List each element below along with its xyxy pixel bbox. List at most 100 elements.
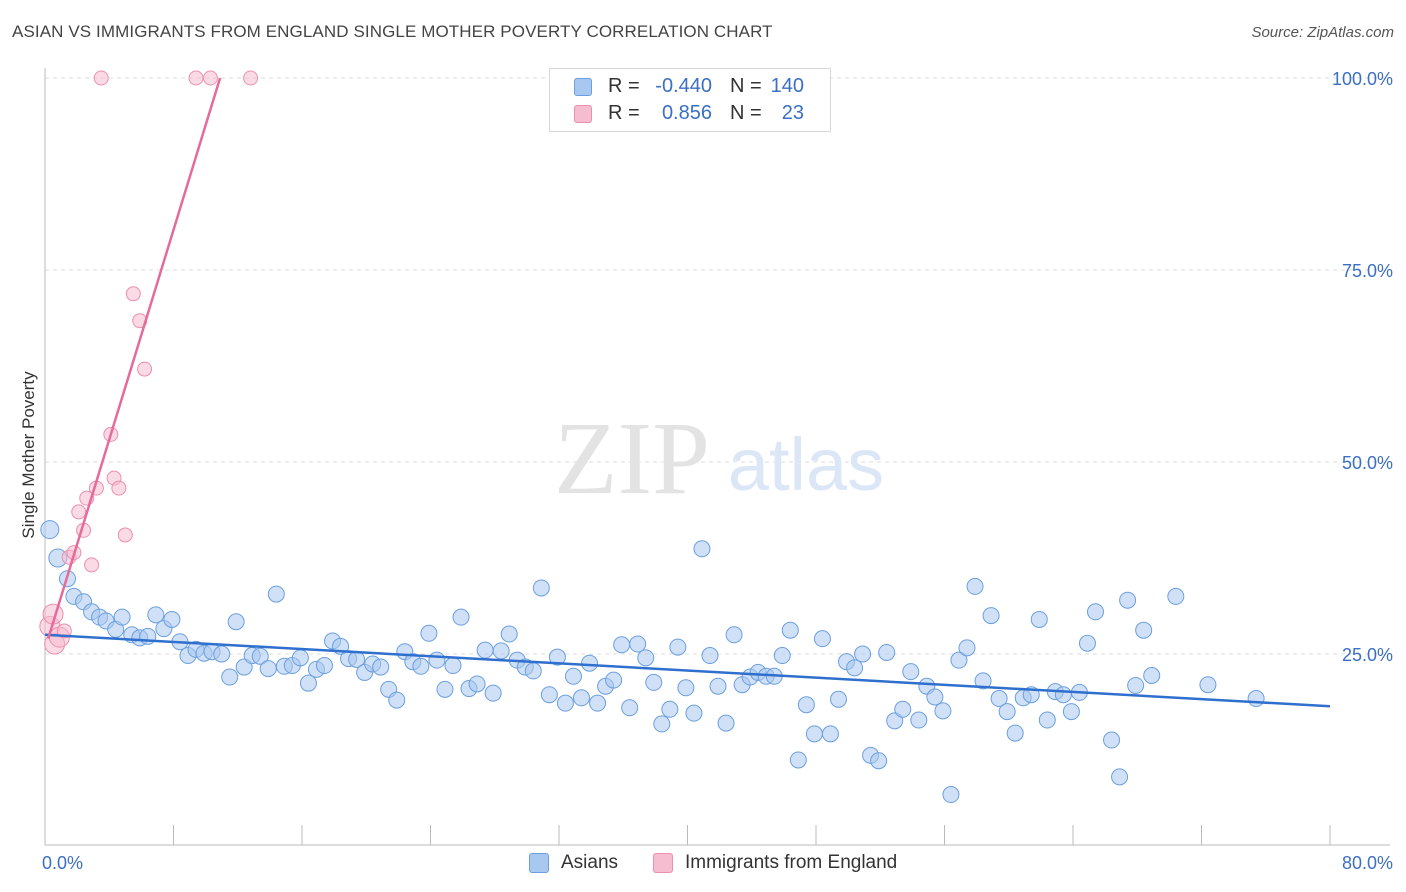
asians-point — [524, 662, 542, 680]
england-point — [125, 286, 141, 302]
asians-point — [789, 751, 807, 769]
england-swatch — [574, 105, 592, 123]
tick-labels: 25.0% 50.0% 75.0% 100.0% 0.0% 80.0% — [42, 69, 1393, 873]
asians-points — [40, 520, 1265, 804]
asians-point — [709, 677, 727, 695]
asians-point — [1103, 731, 1121, 749]
asians-point — [717, 714, 735, 732]
asians-point — [693, 540, 711, 558]
legend-row-asians: R = -0.440 N = 140 — [550, 75, 830, 101]
asians-point — [797, 696, 815, 714]
legend-row-england: R = 0.856 N = 23 — [550, 102, 830, 128]
r-value: 0.856 — [661, 102, 712, 124]
asians-point — [878, 643, 896, 661]
asians-point — [267, 585, 285, 603]
asians-point — [958, 639, 976, 657]
asians-point — [805, 725, 823, 743]
asians-point — [452, 608, 470, 626]
asians-point — [428, 651, 446, 669]
asians-point — [1006, 724, 1024, 742]
asians-point — [605, 671, 623, 689]
asians-point — [669, 638, 687, 656]
x-tick-label: 80.0% — [1342, 853, 1393, 873]
asians-point — [854, 645, 872, 663]
n-value: 23 — [781, 102, 804, 124]
asians-point — [444, 657, 462, 675]
asians-point — [1199, 676, 1217, 694]
asians-point — [813, 630, 831, 648]
asians-point — [388, 691, 406, 709]
asians-point — [1247, 690, 1265, 708]
asians-point — [556, 694, 574, 712]
y-tick-label: 25.0% — [1342, 645, 1393, 665]
asians-point — [685, 704, 703, 722]
england-points — [39, 70, 259, 655]
asians-point — [637, 649, 655, 667]
asians-legend-label: Asians — [561, 852, 619, 873]
asians-point — [372, 658, 390, 676]
asians-point — [589, 694, 607, 712]
asians-point — [436, 680, 454, 698]
asians-point — [213, 645, 231, 663]
asians-point — [299, 674, 317, 692]
asians-point — [645, 673, 663, 691]
r-value: -0.440 — [655, 75, 712, 97]
asians-point — [1127, 676, 1145, 694]
asians-point — [829, 690, 847, 708]
y-tick-label: 75.0% — [1342, 261, 1393, 281]
asians-point — [163, 610, 181, 628]
x-tick-label: 0.0% — [42, 853, 83, 873]
england-point — [84, 557, 100, 573]
asians-point — [926, 688, 944, 706]
axes — [44, 68, 1390, 846]
asians-point — [412, 657, 430, 675]
asians-point — [420, 624, 438, 642]
asians-point — [540, 686, 558, 704]
england-point — [188, 70, 204, 86]
asians-point — [572, 689, 590, 707]
n-label: N = — [730, 75, 762, 97]
y-tick-label: 100.0% — [1332, 69, 1393, 89]
asians-point — [846, 659, 864, 677]
source-credit: Source: ZipAtlas.com — [1251, 24, 1394, 41]
asians-point — [1143, 667, 1161, 685]
england-point — [93, 70, 109, 86]
asians-point — [1119, 591, 1137, 609]
watermark-atlas: atlas — [728, 423, 884, 506]
asians-point — [966, 577, 984, 595]
england-point — [111, 480, 127, 496]
asians-point — [492, 642, 510, 660]
asians-point — [942, 786, 960, 804]
r-label: R = — [608, 75, 640, 97]
asians-point — [1086, 603, 1104, 621]
england-point — [71, 504, 87, 520]
asians-point — [701, 647, 719, 665]
asians-point — [40, 520, 60, 540]
asians-point — [113, 608, 131, 626]
asians-point — [1078, 634, 1096, 652]
asians-point — [1030, 610, 1048, 628]
asians-legend-swatch — [529, 853, 549, 873]
watermark-zip: ZIP — [554, 401, 710, 516]
asians-point — [629, 635, 647, 653]
correlation-legend: R = -0.440 N = 140 R = 0.856 N = 23 — [549, 68, 831, 132]
asians-point — [934, 702, 952, 720]
n-value: 140 — [770, 75, 804, 97]
england-legend-swatch — [653, 853, 673, 873]
y-axis-label: Single Mother Poverty — [19, 371, 38, 539]
asians-point — [621, 699, 639, 717]
asians-point — [661, 700, 679, 718]
asians-point — [910, 711, 928, 729]
asians-point — [886, 712, 904, 730]
asians-point — [581, 654, 599, 672]
asians-point — [500, 625, 518, 643]
asians-point — [1111, 768, 1129, 786]
asians-point — [291, 649, 309, 667]
asians-point — [468, 675, 486, 693]
asians-point — [251, 647, 269, 665]
watermark: ZIP atlas — [554, 401, 884, 516]
asians-point — [998, 703, 1016, 721]
england-point — [117, 527, 133, 543]
asians-point — [532, 579, 550, 597]
